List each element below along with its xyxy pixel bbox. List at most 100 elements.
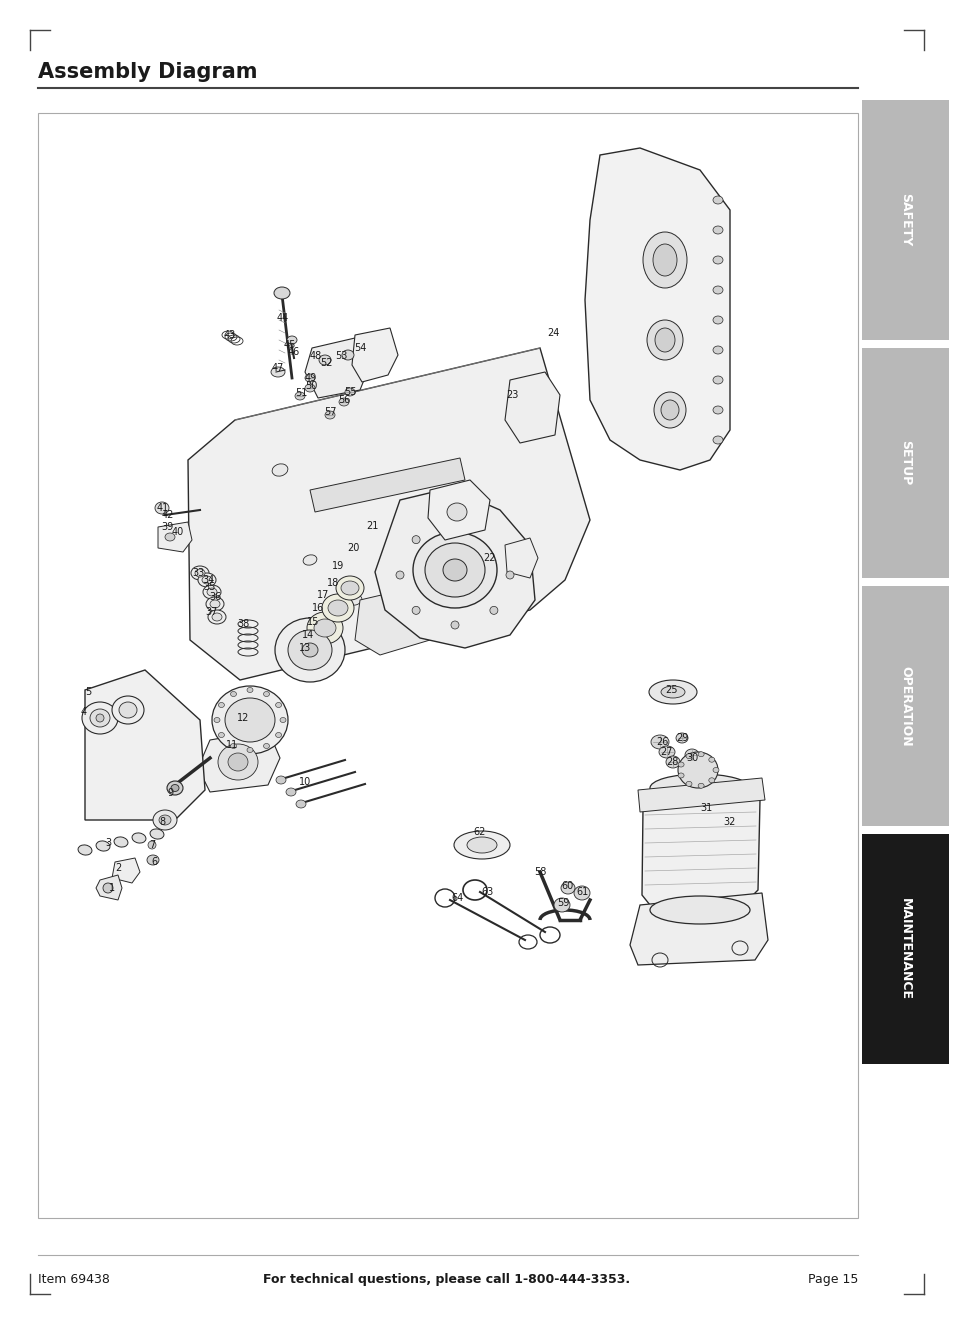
Bar — [862, 348, 948, 579]
Ellipse shape — [708, 777, 714, 782]
Ellipse shape — [198, 573, 215, 587]
Ellipse shape — [96, 714, 104, 722]
Ellipse shape — [302, 643, 317, 657]
Ellipse shape — [412, 606, 419, 614]
Polygon shape — [112, 858, 140, 883]
Text: 59: 59 — [557, 898, 569, 908]
Text: 55: 55 — [343, 387, 355, 397]
Ellipse shape — [712, 316, 722, 324]
Ellipse shape — [203, 585, 221, 598]
Polygon shape — [310, 458, 464, 512]
Polygon shape — [158, 522, 192, 552]
Ellipse shape — [112, 696, 144, 724]
Text: 16: 16 — [312, 602, 324, 613]
Ellipse shape — [171, 785, 179, 792]
Ellipse shape — [147, 855, 159, 865]
Text: 52: 52 — [319, 357, 332, 368]
Ellipse shape — [328, 600, 348, 616]
Ellipse shape — [263, 691, 269, 696]
Ellipse shape — [447, 503, 467, 522]
Ellipse shape — [294, 392, 305, 400]
Polygon shape — [352, 328, 397, 383]
Ellipse shape — [685, 781, 691, 786]
Ellipse shape — [325, 410, 335, 418]
Ellipse shape — [698, 784, 703, 788]
Text: 36: 36 — [209, 592, 221, 602]
Ellipse shape — [207, 588, 216, 596]
Ellipse shape — [554, 898, 569, 912]
Ellipse shape — [642, 232, 686, 289]
Ellipse shape — [305, 373, 314, 383]
Ellipse shape — [712, 256, 722, 263]
Ellipse shape — [90, 708, 110, 727]
Ellipse shape — [712, 436, 722, 444]
Text: 63: 63 — [481, 887, 494, 896]
Bar — [862, 834, 948, 1064]
Text: 45: 45 — [283, 340, 295, 350]
Text: 15: 15 — [307, 617, 319, 628]
Bar — [862, 587, 948, 826]
Ellipse shape — [678, 763, 683, 767]
Text: Assembly Diagram: Assembly Diagram — [38, 62, 257, 82]
Ellipse shape — [660, 686, 684, 698]
Ellipse shape — [660, 400, 679, 420]
Text: 1: 1 — [109, 883, 115, 892]
Ellipse shape — [712, 346, 722, 354]
Text: SETUP: SETUP — [898, 441, 911, 486]
Ellipse shape — [655, 328, 675, 352]
Ellipse shape — [274, 618, 345, 682]
Text: OPERATION: OPERATION — [898, 666, 911, 747]
Ellipse shape — [280, 718, 286, 723]
Text: 8: 8 — [159, 817, 165, 828]
Ellipse shape — [649, 775, 749, 802]
Ellipse shape — [150, 829, 164, 839]
Ellipse shape — [228, 753, 248, 771]
Text: 23: 23 — [505, 391, 517, 400]
Ellipse shape — [665, 756, 679, 768]
Ellipse shape — [698, 752, 703, 757]
Text: Item 69438: Item 69438 — [38, 1272, 110, 1286]
Ellipse shape — [208, 610, 226, 624]
Polygon shape — [305, 338, 370, 399]
Ellipse shape — [303, 555, 316, 565]
Ellipse shape — [210, 600, 220, 608]
Text: 22: 22 — [483, 553, 496, 563]
Ellipse shape — [191, 565, 209, 580]
Ellipse shape — [231, 744, 236, 748]
Polygon shape — [641, 780, 760, 915]
Ellipse shape — [305, 384, 314, 392]
Ellipse shape — [225, 698, 274, 741]
Text: 37: 37 — [206, 606, 218, 617]
Text: 25: 25 — [665, 685, 678, 695]
Ellipse shape — [202, 576, 212, 584]
Ellipse shape — [275, 732, 281, 737]
Text: 17: 17 — [316, 591, 329, 600]
Ellipse shape — [648, 681, 697, 704]
Text: 29: 29 — [675, 733, 687, 743]
Ellipse shape — [442, 559, 467, 581]
Text: 10: 10 — [298, 777, 311, 786]
Polygon shape — [629, 892, 767, 965]
Ellipse shape — [505, 571, 514, 579]
Ellipse shape — [274, 287, 290, 299]
Ellipse shape — [132, 833, 146, 843]
Bar — [862, 101, 948, 340]
Ellipse shape — [96, 841, 110, 851]
Text: 30: 30 — [685, 753, 698, 763]
Ellipse shape — [413, 532, 497, 608]
Ellipse shape — [314, 620, 335, 637]
Ellipse shape — [676, 733, 687, 743]
Text: 58: 58 — [534, 867, 546, 876]
Text: 14: 14 — [301, 630, 314, 639]
Ellipse shape — [340, 581, 358, 594]
Ellipse shape — [247, 687, 253, 692]
Ellipse shape — [654, 392, 685, 428]
Ellipse shape — [218, 744, 257, 780]
Ellipse shape — [348, 594, 361, 605]
Ellipse shape — [650, 735, 668, 749]
Ellipse shape — [231, 691, 236, 696]
Ellipse shape — [646, 320, 682, 360]
Ellipse shape — [218, 703, 224, 707]
Ellipse shape — [322, 594, 354, 622]
Text: 44: 44 — [276, 312, 289, 323]
